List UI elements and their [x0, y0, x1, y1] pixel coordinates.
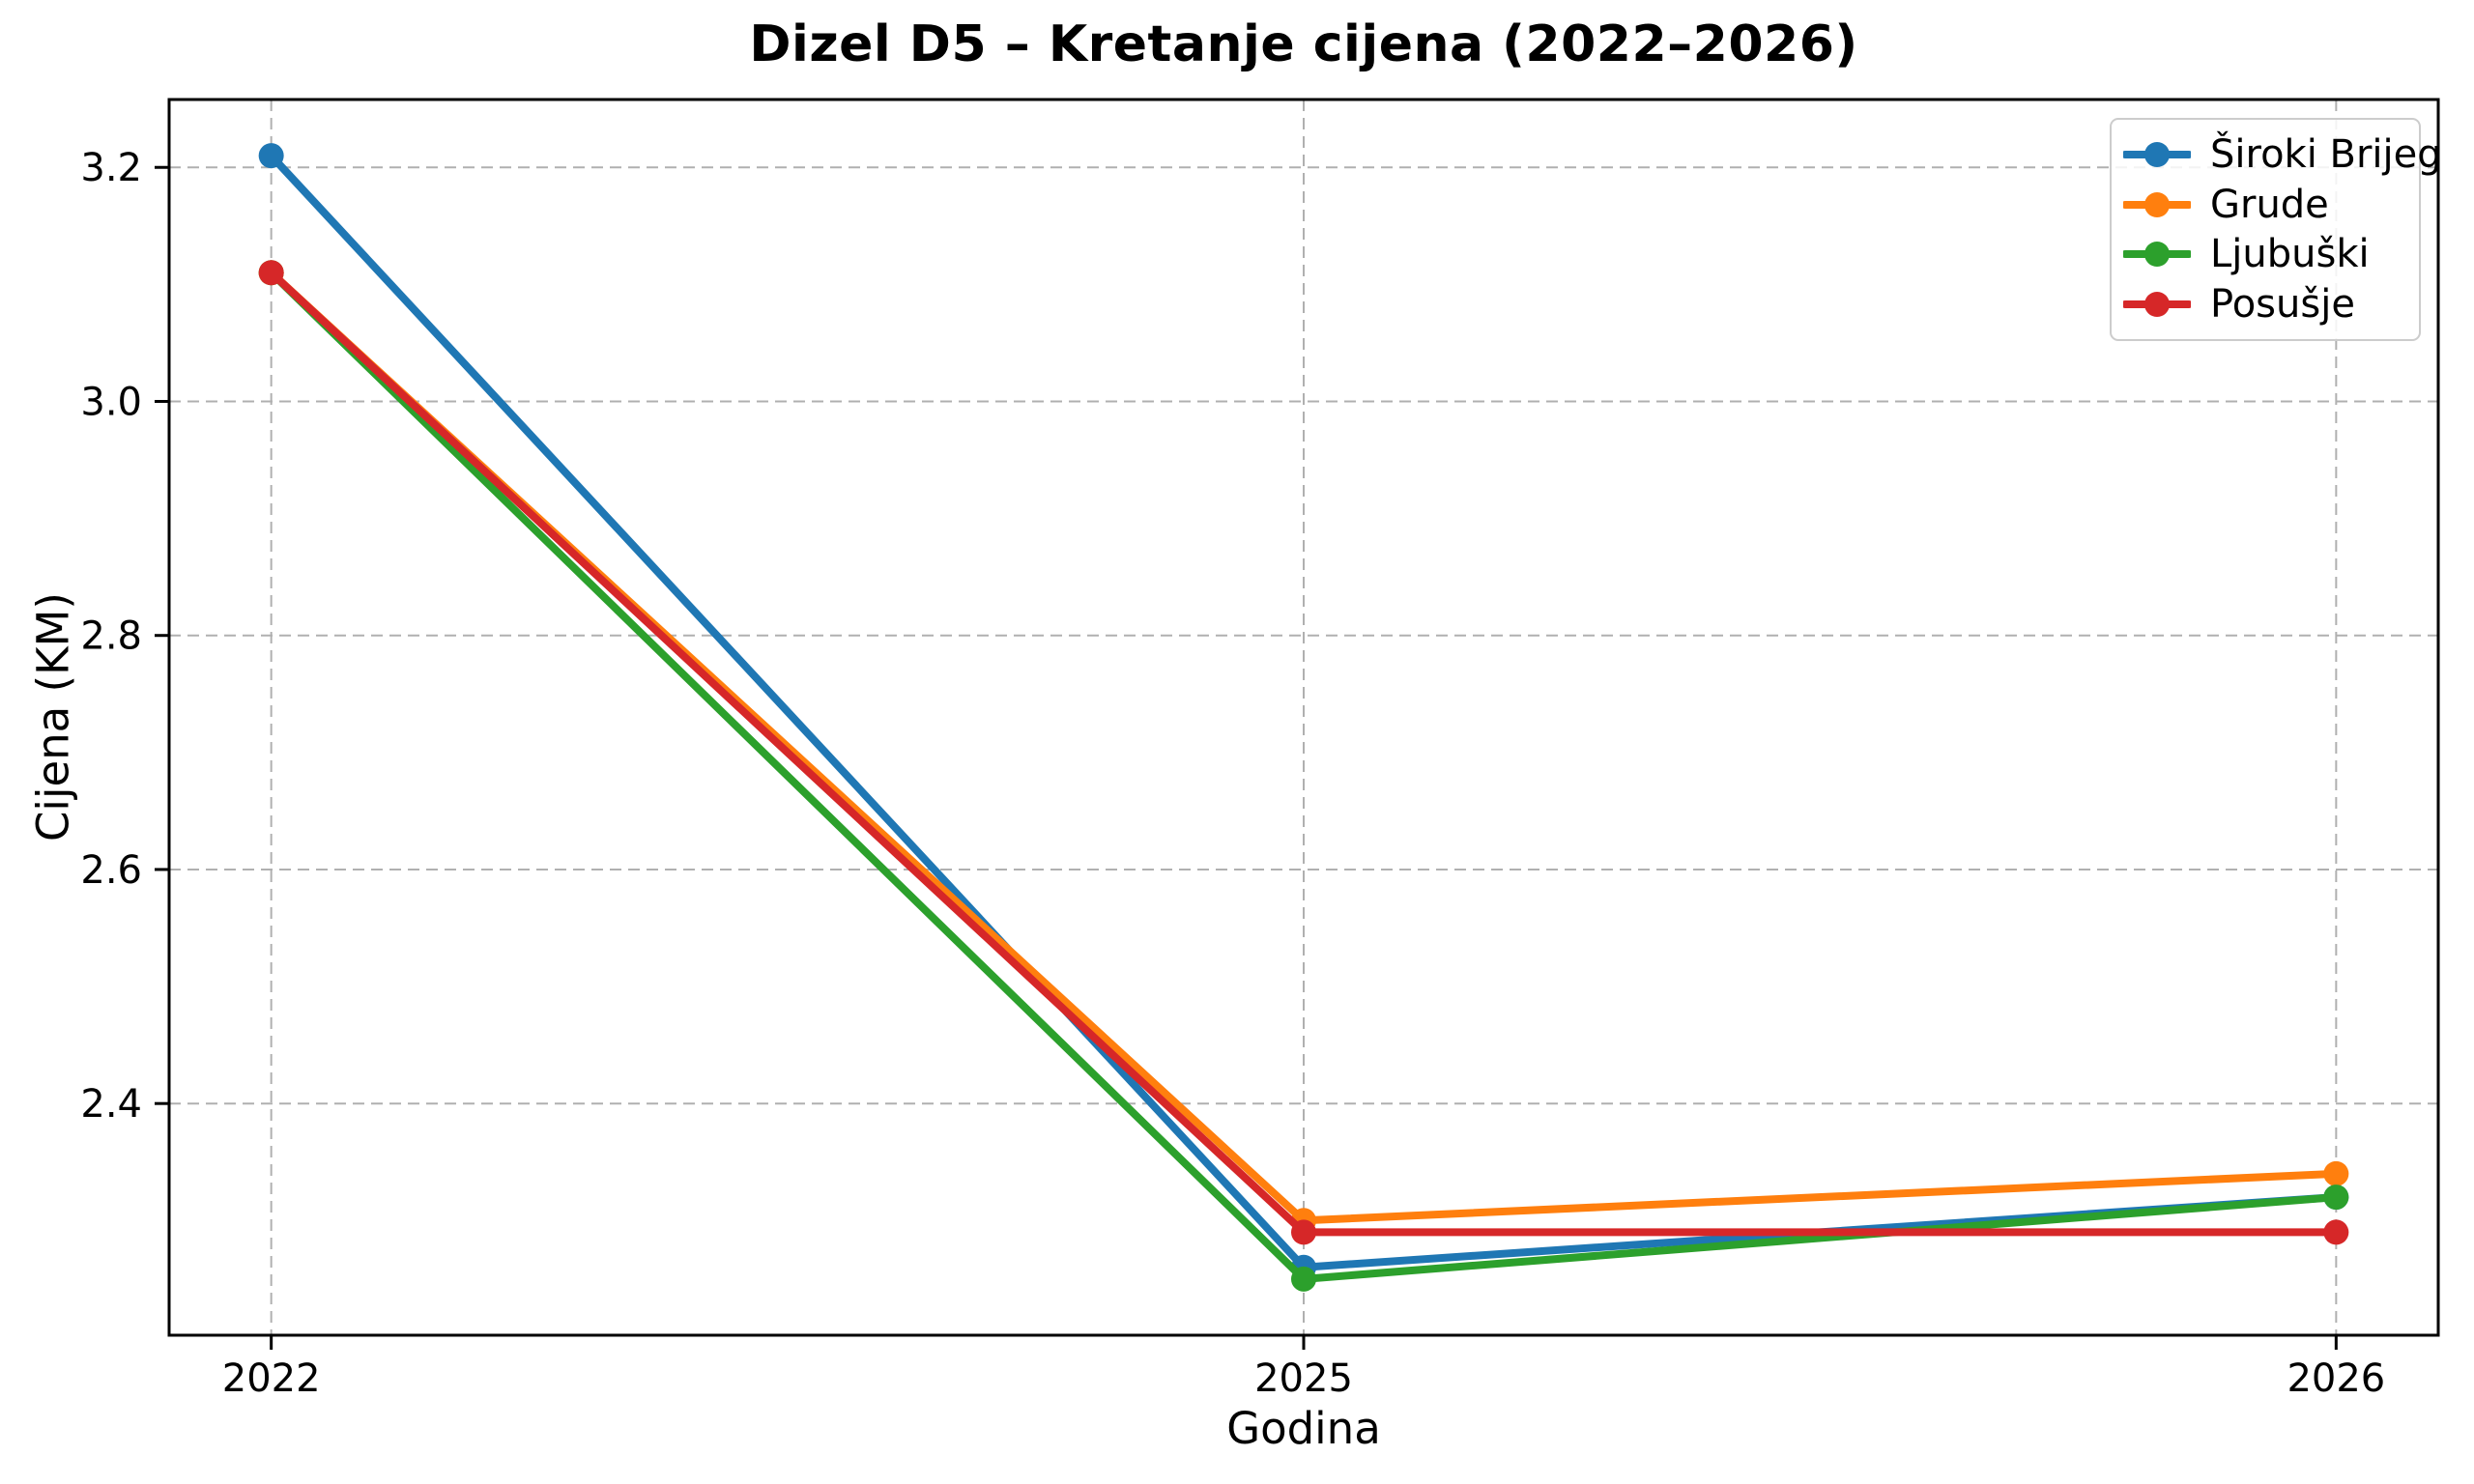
legend-item: Posušje	[2123, 285, 2409, 324]
legend-item: Široki Brijeg	[2123, 135, 2442, 174]
x-axis-label: Godina	[1226, 1403, 1381, 1454]
y-axis-label: Cijena (KM)	[27, 592, 79, 842]
legend-line-sample-icon	[2123, 141, 2191, 167]
legend-line-sample-icon	[2123, 242, 2191, 268]
chart-title: Dizel D5 – Kretanje cijena (2022–2026)	[749, 15, 1858, 73]
legend-line-sample-icon	[2123, 191, 2191, 217]
y-tick-label: 2.6	[80, 848, 142, 893]
y-tick-label: 3.0	[80, 380, 142, 424]
legend-line-sample-icon	[2123, 292, 2191, 318]
series-marker	[258, 143, 284, 169]
series-marker	[1291, 1266, 1316, 1292]
series-marker	[2323, 1160, 2349, 1186]
legend-label: Široki Brijeg	[2210, 131, 2442, 177]
series-marker	[2323, 1184, 2349, 1211]
legend-item: Grude	[2123, 186, 2409, 224]
y-tick-label: 2.8	[80, 614, 142, 659]
series-marker	[1291, 1219, 1316, 1245]
x-tick-label: 2026	[2287, 1356, 2385, 1401]
legend-item: Ljubuški	[2123, 235, 2409, 273]
legend: Široki Brijeg Grude Ljubuški Posušje	[2110, 118, 2442, 341]
legend-label: Posušje	[2210, 282, 2355, 328]
series-marker	[258, 260, 284, 286]
legend-label: Ljubuški	[2210, 232, 2370, 277]
y-tick-label: 3.2	[80, 146, 142, 190]
legend-label: Grude	[2210, 182, 2329, 227]
x-tick-label: 2025	[1254, 1356, 1353, 1401]
y-tick-label: 2.4	[80, 1082, 142, 1127]
x-tick-label: 2022	[222, 1356, 321, 1401]
series-marker	[2323, 1219, 2349, 1245]
